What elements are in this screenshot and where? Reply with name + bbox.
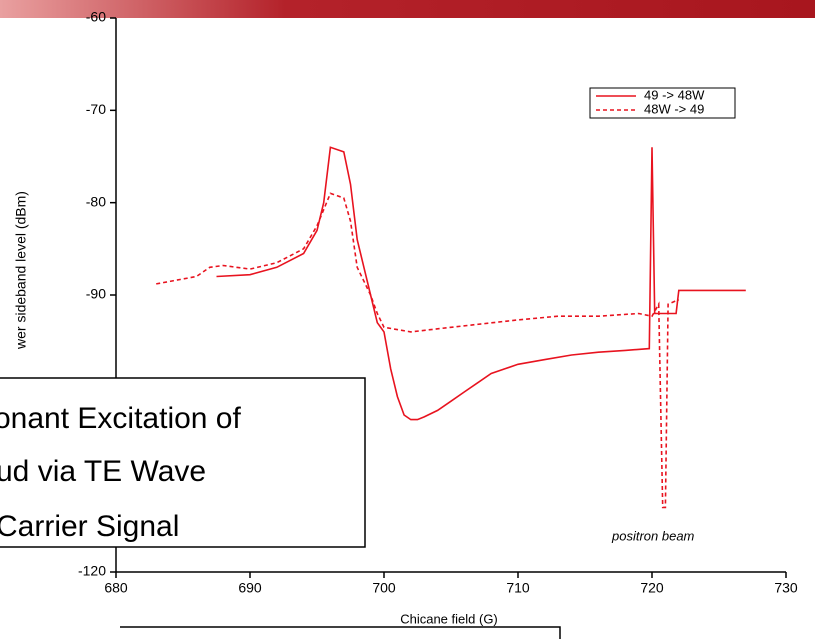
y-tick-label: -120 — [78, 563, 106, 579]
annotation: positron beam — [611, 528, 695, 543]
banner — [0, 0, 815, 18]
y-tick-label: -80 — [86, 193, 106, 209]
x-tick-label: 710 — [506, 580, 530, 596]
y-tick-label: -60 — [86, 9, 106, 25]
y-axis-label: wer sideband level (dBm) — [13, 191, 29, 350]
plot: -120-110-100-90-80-70-606806907007107207… — [78, 9, 798, 596]
legend-label: 48W -> 49 — [644, 101, 704, 116]
text-box-frame — [0, 377, 366, 548]
y-tick-label: -70 — [86, 101, 106, 117]
legend-box — [589, 87, 736, 119]
legend: 49 -> 48W 48W -> 49 — [589, 87, 736, 119]
x-tick-label: 730 — [774, 580, 798, 596]
text-box-line: Carrier Signal — [0, 510, 179, 543]
x-axis-label: Chicane field (G) — [400, 611, 498, 626]
x-tick-label: 680 — [104, 580, 128, 596]
x-tick-label: 690 — [238, 580, 262, 596]
x-tick-label: 720 — [640, 580, 664, 596]
text-box: onant Excitation of ud via TE Wave Carri… — [0, 377, 366, 548]
series-line — [156, 192, 680, 509]
x-tick-label: 700 — [372, 580, 396, 596]
series-line — [216, 146, 746, 421]
legend-label: 49 -> 48W — [644, 87, 705, 102]
text-box-line: ud via TE Wave — [0, 455, 206, 488]
box-edge — [120, 626, 561, 639]
y-tick-label: -90 — [86, 286, 106, 302]
text-box-line: onant Excitation of — [0, 402, 241, 435]
